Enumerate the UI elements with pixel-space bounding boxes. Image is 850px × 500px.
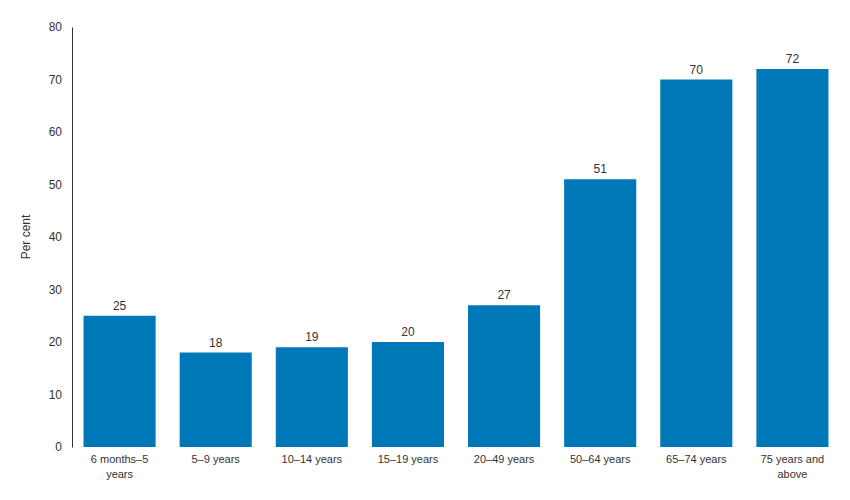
bar	[372, 342, 444, 447]
x-tick: 75 years andabove	[761, 447, 825, 480]
data-label: 25	[113, 299, 127, 313]
y-tick: 30	[49, 283, 72, 297]
y-tick: 10	[49, 388, 72, 402]
data-label: 18	[209, 336, 223, 350]
data-label: 72	[786, 52, 800, 66]
y-axis-line	[72, 28, 73, 448]
y-tick: 80	[49, 20, 72, 34]
y-tick: 20	[49, 335, 72, 349]
x-tick-label: 10–14 years	[282, 453, 343, 465]
y-tick-label: 40	[49, 230, 63, 244]
x-tick-label: 15–19 years	[378, 453, 439, 465]
x-tick-label: 20–49 years	[474, 453, 535, 465]
data-label: 20	[401, 325, 415, 339]
x-tick: 20–49 years	[474, 447, 535, 465]
y-tick-label: 70	[49, 73, 63, 87]
x-tick: 6 months–5years	[91, 447, 148, 480]
chart: 0 10 20 30 40 50 60 70 80 6 months–5years 5–9 year…	[0, 0, 850, 500]
y-axis: 0 10 20 30 40 50 60 70 80	[49, 20, 73, 454]
y-tick-label: 80	[49, 20, 63, 34]
y-axis-title: Per cent	[19, 214, 33, 259]
x-tick: 50–64 years	[570, 447, 631, 465]
x-tick-label: 6 months–5years	[91, 453, 148, 480]
data-label: 70	[690, 63, 704, 77]
y-tick-label: 0	[55, 440, 62, 454]
data-labels: 25 18 19 20 27 51 70 72	[113, 52, 800, 350]
data-label: 51	[594, 162, 608, 176]
x-tick-label: 75 years andabove	[761, 453, 825, 480]
x-tick-label: 50–64 years	[570, 453, 631, 465]
data-label: 19	[305, 330, 319, 344]
y-tick: 50	[49, 178, 72, 192]
y-tick: 0	[55, 440, 72, 454]
x-tick: 10–14 years	[282, 447, 343, 465]
y-tick-label: 50	[49, 178, 63, 192]
bar	[84, 316, 156, 447]
y-tick-label: 30	[49, 283, 63, 297]
y-tick: 40	[49, 230, 72, 244]
y-tick-label: 60	[49, 125, 63, 139]
bar	[660, 80, 732, 448]
x-tick-label: 5–9 years	[192, 453, 241, 465]
x-tick: 15–19 years	[378, 447, 439, 465]
data-label: 27	[497, 288, 511, 302]
bar	[276, 347, 348, 447]
x-tick: 5–9 years	[192, 447, 241, 465]
bar	[180, 353, 252, 448]
bar	[756, 69, 828, 447]
bar	[468, 305, 540, 447]
x-axis: 6 months–5years 5–9 years 10–14 years 15–19…	[91, 447, 824, 480]
bars	[84, 69, 829, 447]
y-tick: 60	[49, 125, 72, 139]
x-tick-label: 65–74 years	[666, 453, 727, 465]
x-tick: 65–74 years	[666, 447, 727, 465]
y-tick-label: 10	[49, 388, 63, 402]
y-tick-label: 20	[49, 335, 63, 349]
y-tick: 70	[49, 73, 72, 87]
bar	[564, 179, 636, 447]
